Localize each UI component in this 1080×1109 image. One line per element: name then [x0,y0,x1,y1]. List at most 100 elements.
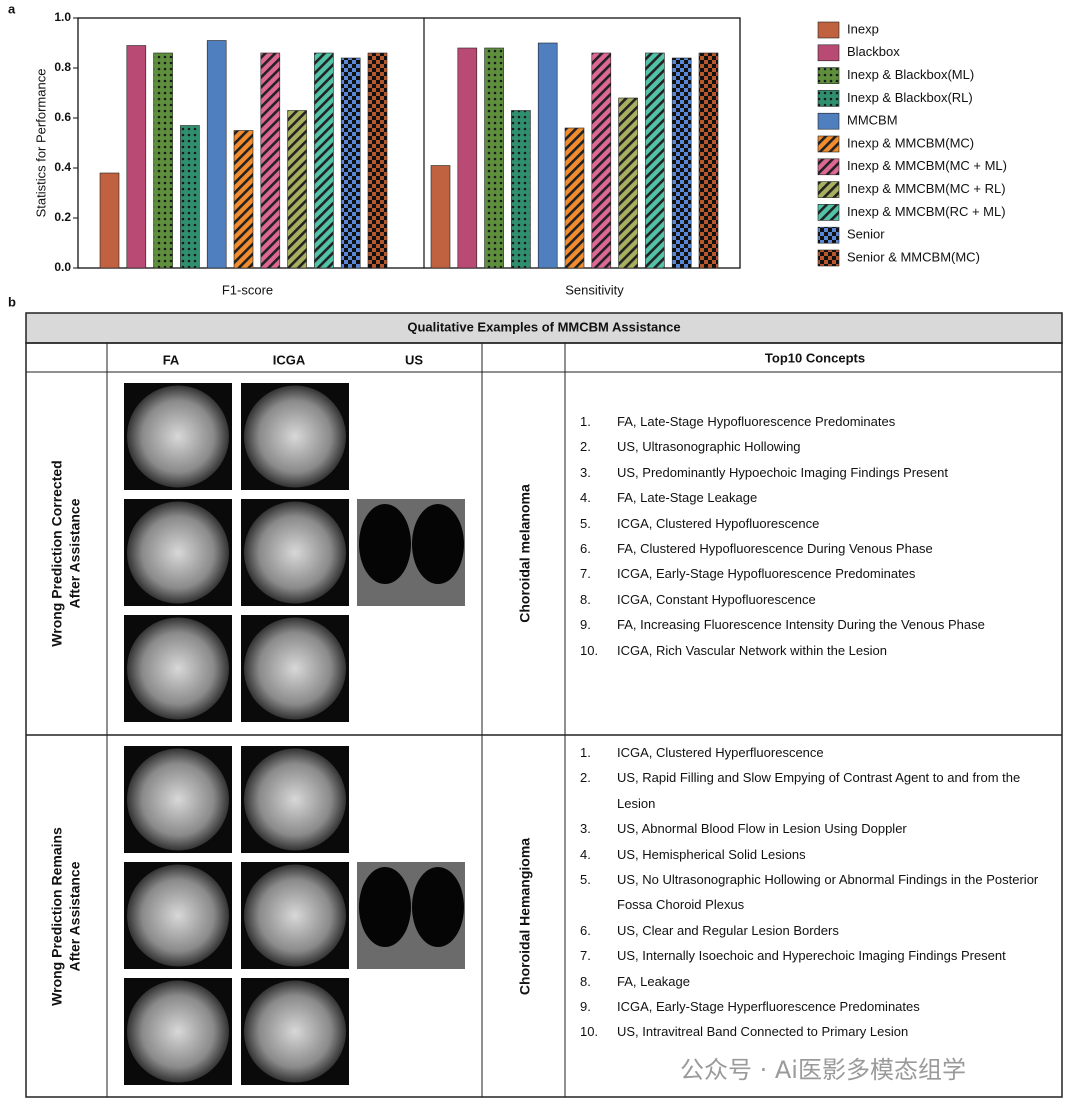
concept-text: ICGA, Clustered Hyperfluorescence [617,745,824,760]
concept-number: 9. [580,617,591,633]
image-us-dark [359,504,411,584]
legend-swatch [817,226,840,244]
concept-item: 7. US, Internally Isoechoic and Hyperecho… [580,943,1050,968]
concept-number: 3. [580,821,591,837]
y-tick-label: 1.0 [54,10,71,24]
concept-number: 6. [580,922,591,938]
concept-number: 5. [580,872,591,888]
concept-text: ICGA, Early-Stage Hypofluorescence Predo… [617,566,916,582]
concept-text: US, No Ultrasonographic Hollowing or Abn… [617,872,1039,913]
y-tick-label: 0.0 [54,260,71,274]
image-fundus [127,385,229,488]
image-fundus [244,385,346,488]
image-fundus [244,864,346,967]
bar [287,110,307,269]
y-tick-label: 0.4 [54,160,71,174]
legend-swatch [817,135,840,153]
image-fundus [127,617,229,720]
concept-text: FA, Late-Stage Hypofluorescence Predomin… [617,414,896,429]
concept-item: 5. US, No Ultrasonographic Hollowing or A… [580,867,1050,918]
image-fundus [127,501,229,604]
bar [367,52,388,269]
legend-label: Senior & MMCBM(MC) [847,249,980,264]
bar [484,47,504,269]
image-grid [124,383,465,1085]
bar [457,47,478,269]
concept-item: 8. FA, Leakage [580,969,1050,994]
concept-item: 5. ICGA, Clustered Hypofluorescence [580,511,1050,536]
image-fundus [127,980,229,1083]
panel-label: a [8,1,16,16]
bar [564,127,585,269]
image-fundus [244,748,346,851]
bar [671,57,692,269]
concept-number: 1. [580,745,591,760]
concept-item: 10. US, Intravitreal Band Connected to Pr… [580,1019,1050,1044]
concept-number: 8. [580,591,591,607]
y-tick-label: 0.2 [54,210,71,224]
bar [511,110,531,269]
diagnosis: Choroidal melanoma [517,484,533,623]
concept-text: US, Abnormal Blood Flow in Lesion Using … [617,821,907,837]
bar [591,52,612,269]
concept-number: 4. [580,490,591,506]
concept-text: US, Ultrasonographic Hollowing [617,439,801,455]
concept-text: ICGA, Constant Hypofluorescence [617,591,816,607]
concept-text: ICGA, Early-Stage Hyperfluorescence Pred… [617,999,920,1015]
concept-number: 3. [580,464,591,480]
plot-frame [77,17,741,269]
bar [618,97,638,269]
legend-label: Inexp & Blackbox(ML) [847,67,974,82]
concept-text: US, Rapid Filling and Slow Empying of Co… [617,770,1021,811]
bar [314,52,334,269]
concept-text: US, Clear and Regular Lesion Borders [617,922,839,938]
legend-label: Inexp & Blackbox(RL) [847,90,973,105]
concept-item: 2. US, Rapid Filling and Slow Empying of … [580,765,1050,816]
concept-number: 2. [580,770,591,786]
column-header: FA [163,352,180,367]
concept-item: 6. US, Clear and Regular Lesion Borders [580,918,1050,943]
table-frame [25,312,1063,1098]
legend-label: Inexp [847,21,879,36]
concept-text: US, Intravitreal Band Connected to Prima… [617,1024,909,1040]
x-tick-label: Sensitivity [565,282,624,297]
concept-list: 1. FA, Late-Stage Hypofluorescence Predom… [580,409,1050,663]
legend-label: Inexp & MMCBM(MC + ML) [847,158,1007,173]
image-us-dark [412,504,464,584]
concept-item: 8. ICGA, Constant Hypofluorescence [580,587,1050,612]
legend-label: Blackbox [847,44,900,59]
concept-item: 1. ICGA, Clustered Hyperfluorescence [580,740,1050,765]
x-tick-label: F1-score [222,282,273,297]
concept-number: 10. [580,642,599,658]
concept-item: 9. FA, Increasing Fluorescence Intensity … [580,612,1050,637]
concept-item: 3. US, Predominantly Hypoechoic Imaging F… [580,460,1050,485]
bar [698,52,719,269]
legend-label: Inexp & MMCBM(MC) [847,135,974,150]
concept-number: 10. [580,1024,599,1040]
concept-text: US, Predominantly Hypoechoic Imaging Fin… [617,464,948,480]
column-header: Top10 Concepts [765,350,865,365]
row-label: After Assistance [67,861,83,971]
y-tick-label: 0.8 [54,60,71,74]
concept-text: FA, Late-Stage Leakage [617,490,758,506]
diagnosis: Choroidal Hemangioma [517,838,533,995]
row-label: After Assistance [67,498,83,608]
concept-number: 2. [580,439,591,455]
image-fundus [127,864,229,967]
concept-list: 1. ICGA, Clustered Hyperfluorescence 2. US,… [580,740,1050,1045]
concept-item: 1. FA, Late-Stage Hypofluorescence Predom… [580,409,1050,434]
concept-item: 7. ICGA, Early-Stage Hypofluorescence Pre… [580,561,1050,586]
legend-label: Inexp & MMCBM(MC + RL) [847,181,1006,196]
legend-swatch [817,67,840,84]
concept-number: 4. [580,846,591,862]
legend-label: MMCBM [847,113,898,128]
legend-swatch [817,21,840,39]
image-fundus [127,748,229,851]
image-us-dark [359,867,411,947]
bar [99,172,120,269]
bar [537,42,558,269]
column-header: US [405,352,423,367]
legend-swatch [817,112,840,130]
